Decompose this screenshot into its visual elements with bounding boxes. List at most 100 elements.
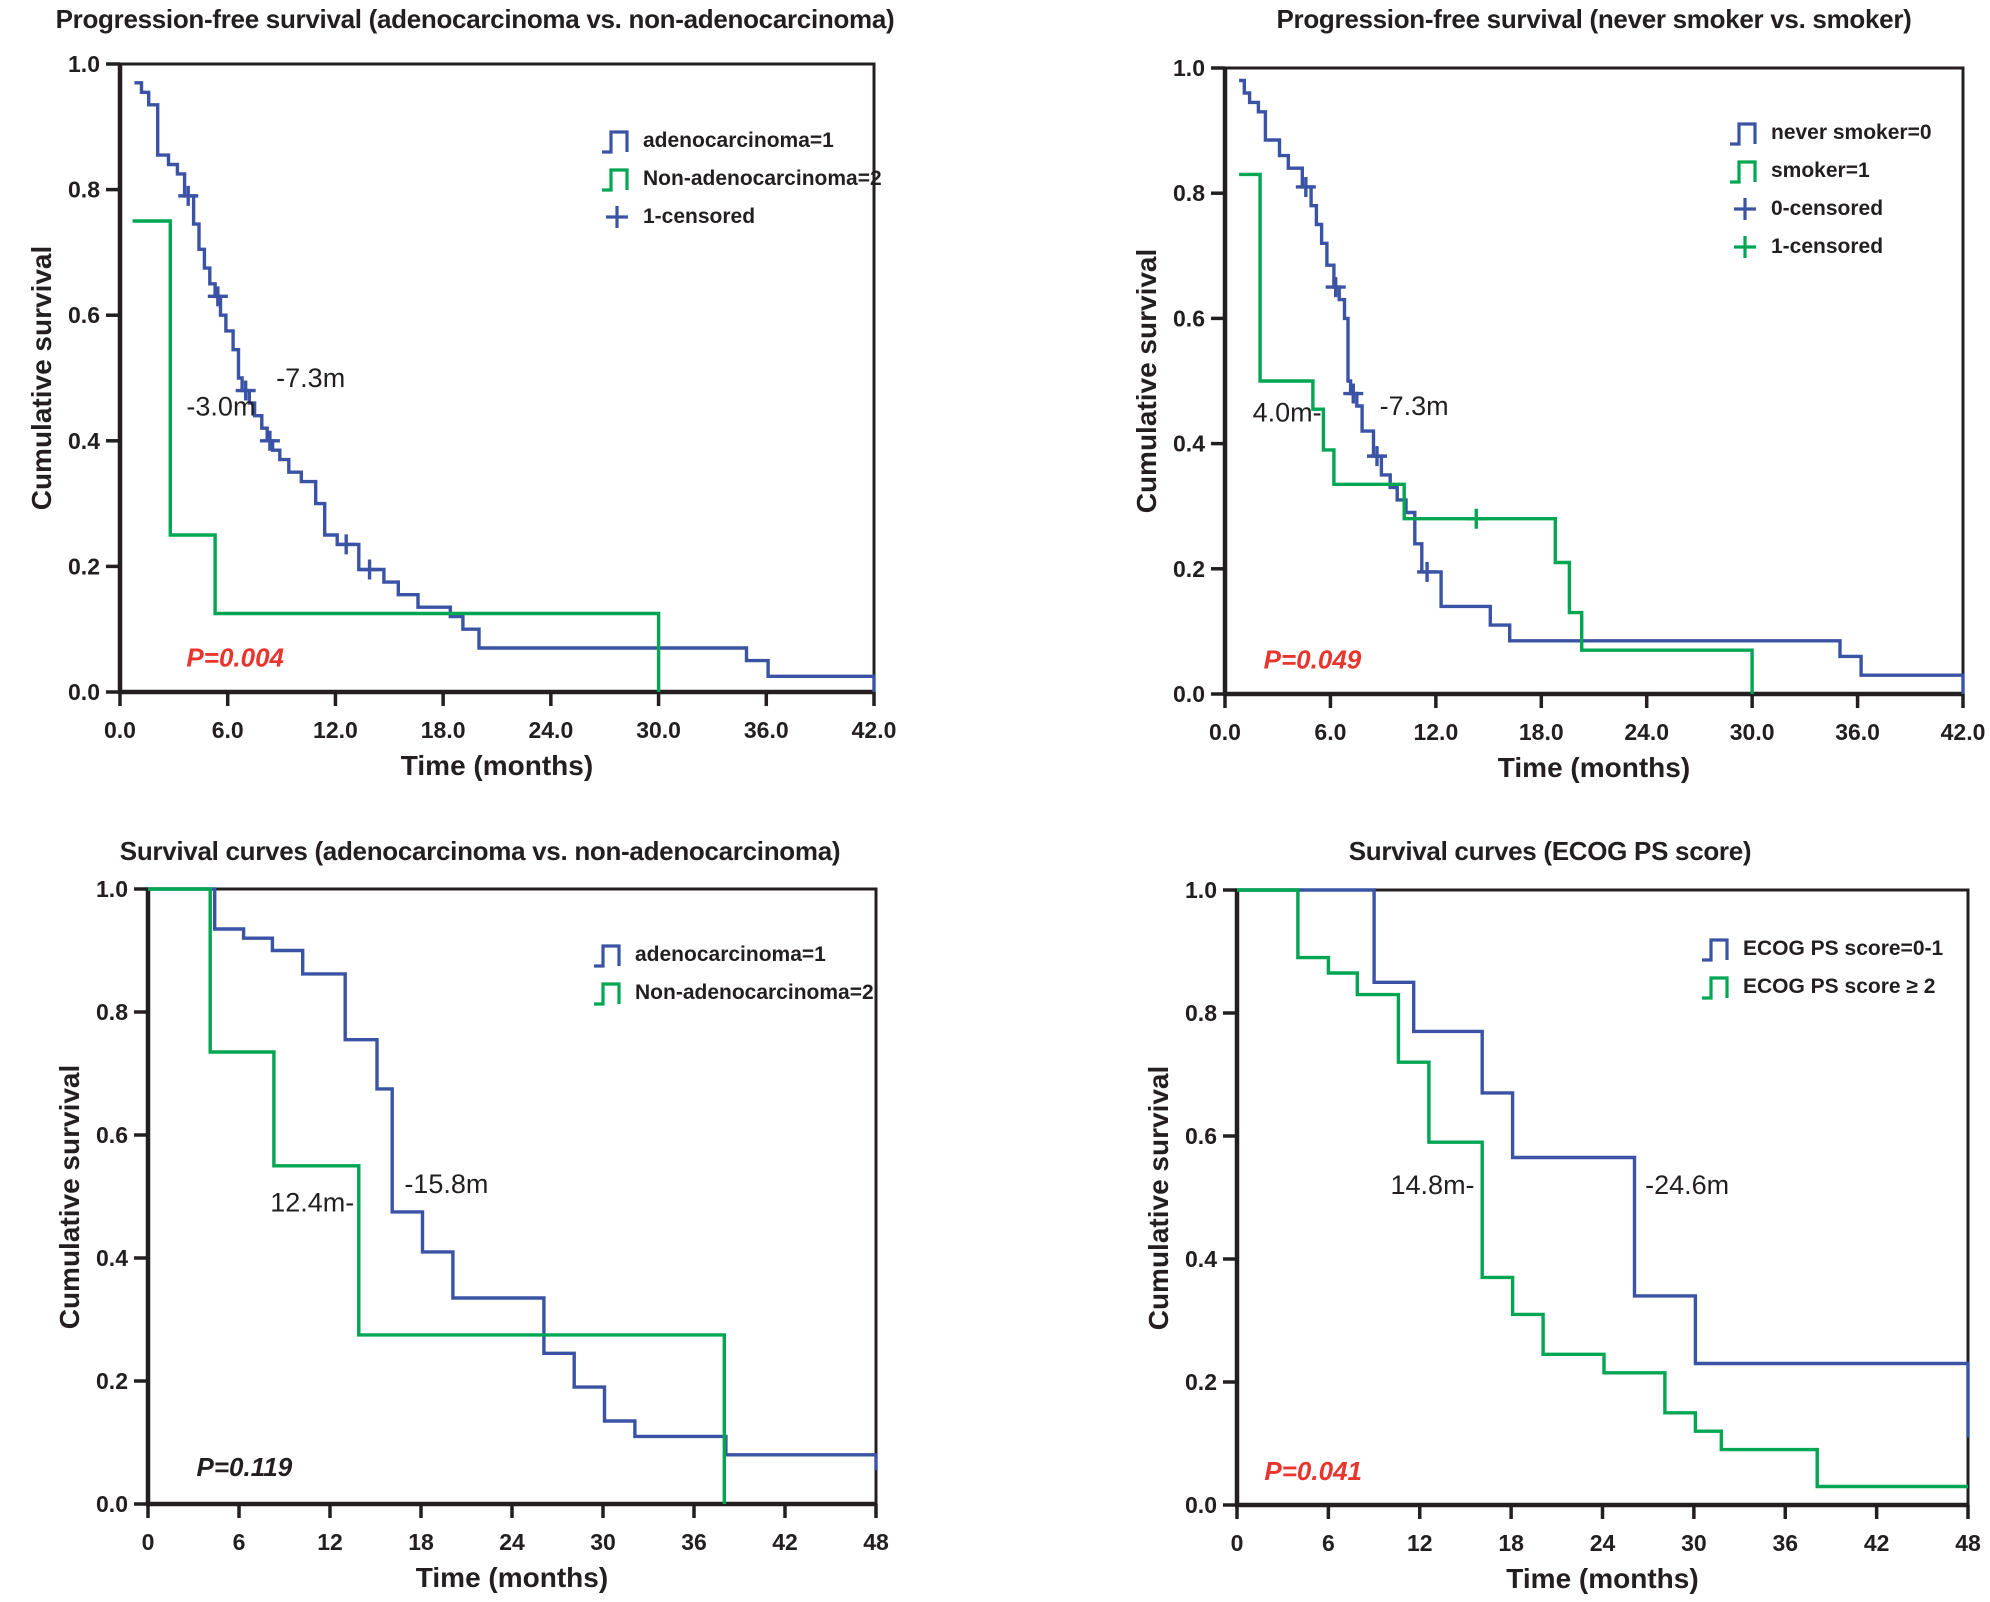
chart-title: Survival curves (ECOG PS score) — [1348, 836, 1752, 866]
x-tick-label: 12.0 — [1413, 719, 1458, 745]
y-tick-label: 1.0 — [1185, 877, 1217, 903]
km-chart: 0 6 12 18 24 30 36 42 48 0.0 0.2 0.4 0.6 0.8 1.0 14.8m-… — [1185, 877, 1981, 1556]
y-tick-label: 0.8 — [1173, 180, 1205, 206]
plus-icon — [1734, 198, 1756, 220]
km-curve-adenocarcinoma-1 — [148, 887, 878, 1471]
plot-border — [1237, 888, 1970, 1505]
y-tick-label: 0.0 — [68, 679, 100, 705]
censor-mark — [259, 430, 280, 451]
median-annotation: 4.0m- — [1253, 397, 1322, 427]
chart-title: Progression-free survival (adenocarcinom… — [55, 4, 895, 34]
legend-label: 1-censored — [643, 205, 756, 228]
x-tick-label: 42 — [772, 1529, 798, 1555]
censor-mark — [1295, 176, 1316, 197]
legend: adenocarcinoma=1 Non-adenocarcinoma=2 1-ce… — [600, 122, 882, 236]
chart-title: Survival curves (adenocarcinoma vs. non-… — [119, 836, 841, 866]
step-icon — [1702, 938, 1729, 962]
x-tick-label: 18 — [1498, 1530, 1524, 1556]
km-curve-never-smoker-0 — [1239, 78, 1965, 694]
legend-label: ECOG PS score=0-1 — [1743, 937, 1944, 960]
x-axis-label: Time (months) — [1497, 752, 1691, 783]
y-tick-label: 0.6 — [96, 1122, 128, 1148]
x-axis-label: Time (months) — [415, 1562, 609, 1593]
x-tick-label: 0 — [1231, 1530, 1244, 1556]
x-tick-label: 30.0 — [1730, 719, 1775, 745]
plot-border — [1225, 66, 1965, 694]
legend-label: adenocarcinoma=1 — [635, 943, 826, 966]
x-tick-label: 6.0 — [212, 717, 244, 743]
x-axis-label: Time (months) — [400, 750, 594, 781]
p-value: P=0.004 — [186, 642, 284, 672]
y-tick-label: 0.4 — [1185, 1246, 1217, 1272]
x-tick-label: 36 — [681, 1529, 707, 1555]
legend-label: never smoker=0 — [1771, 121, 1932, 144]
x-tick-label: 48 — [863, 1529, 889, 1555]
legend-item: ECOG PS score ≥ 2 — [1700, 968, 1943, 1006]
censor-mark — [336, 534, 357, 555]
km-curve-ecog-ps-score-2 — [1237, 888, 1968, 1489]
x-tick-label: 18.0 — [421, 717, 466, 743]
panel-os-histology: Survival curves (adenocarcinoma vs. non-… — [0, 802, 950, 1602]
x-tick-label: 24 — [499, 1529, 525, 1555]
legend-item: adenocarcinoma=1 — [592, 936, 874, 974]
median-annotation: -3.0m — [186, 391, 255, 421]
p-value: P=0.049 — [1264, 645, 1362, 675]
y-tick-label: 0.0 — [96, 1491, 128, 1517]
km-curve-ecog-ps-score-0-1 — [1237, 888, 1970, 1438]
legend: ECOG PS score=0-1 ECOG PS score ≥ 2 — [1700, 930, 1943, 1006]
legend: never smoker=0 smoker=1 0-censored 1-censor… — [1728, 114, 1932, 266]
x-tick-label: 36 — [1772, 1530, 1798, 1556]
legend-label: 1-censored — [1771, 235, 1884, 258]
median-annotation: -24.6m — [1645, 1170, 1729, 1200]
median-annotation: -7.3m — [276, 363, 345, 393]
y-tick-label: 0.6 — [1185, 1123, 1217, 1149]
legend-item: 1-censored — [600, 198, 882, 236]
legend-item: Non-adenocarcinoma=2 — [592, 974, 874, 1012]
censor-mark — [1417, 561, 1438, 582]
y-tick-label: 0.8 — [96, 999, 128, 1025]
km-curve-non-adenocarcinoma-2 — [148, 887, 726, 1504]
legend-label: smoker=1 — [1771, 159, 1870, 182]
plot-border — [120, 62, 876, 692]
step-icon — [1730, 160, 1757, 184]
x-tick-label: 12 — [317, 1529, 343, 1555]
x-tick-label: 30 — [1681, 1530, 1707, 1556]
median-annotation: -7.3m — [1380, 391, 1449, 421]
x-tick-label: 6 — [1322, 1530, 1335, 1556]
km-chart: 0.0 6.0 12.0 18.0 24.0 30.0 36.0 42.0 0.0 0.2 0.4 0… — [1173, 55, 1985, 745]
step-icon — [602, 130, 629, 154]
panel-pfs-histology: Progression-free survival (adenocarcinom… — [0, 0, 950, 800]
plot-border — [148, 887, 878, 1504]
legend-item: smoker=1 — [1728, 152, 1932, 190]
p-value: P=0.119 — [197, 1452, 293, 1482]
y-tick-label: 0.4 — [96, 1245, 128, 1271]
plus-icon — [606, 206, 628, 228]
legend-item: Non-adenocarcinoma=2 — [600, 160, 882, 198]
chart-title: Progression-free survival (never smoker … — [1276, 4, 1912, 34]
y-tick-label: 0.2 — [1185, 1369, 1217, 1395]
legend-label: Non-adenocarcinoma=2 — [635, 981, 874, 1004]
legend-item: 1-censored — [1728, 228, 1932, 266]
x-tick-label: 48 — [1955, 1530, 1981, 1556]
x-tick-label: 24.0 — [528, 717, 573, 743]
x-tick-label: 36.0 — [1835, 719, 1880, 745]
censor-mark — [1325, 277, 1346, 298]
y-tick-label: 0.6 — [68, 302, 100, 328]
legend-item: never smoker=0 — [1728, 114, 1932, 152]
x-tick-label: 36.0 — [744, 717, 789, 743]
step-icon — [594, 982, 621, 1006]
x-tick-label: 30.0 — [636, 717, 681, 743]
y-tick-label: 0.6 — [1173, 305, 1205, 331]
legend-label: ECOG PS score ≥ 2 — [1743, 975, 1936, 998]
censor-mark — [1466, 508, 1487, 529]
x-tick-label: 24 — [1590, 1530, 1616, 1556]
legend-item: adenocarcinoma=1 — [600, 122, 882, 160]
y-tick-label: 0.8 — [68, 177, 100, 203]
x-tick-label: 0.0 — [104, 717, 136, 743]
y-tick-label: 1.0 — [96, 876, 128, 902]
step-icon — [1702, 976, 1729, 1000]
x-tick-label: 24.0 — [1624, 719, 1669, 745]
y-tick-label: 0.0 — [1173, 681, 1205, 707]
y-tick-label: 0.2 — [1173, 556, 1205, 582]
